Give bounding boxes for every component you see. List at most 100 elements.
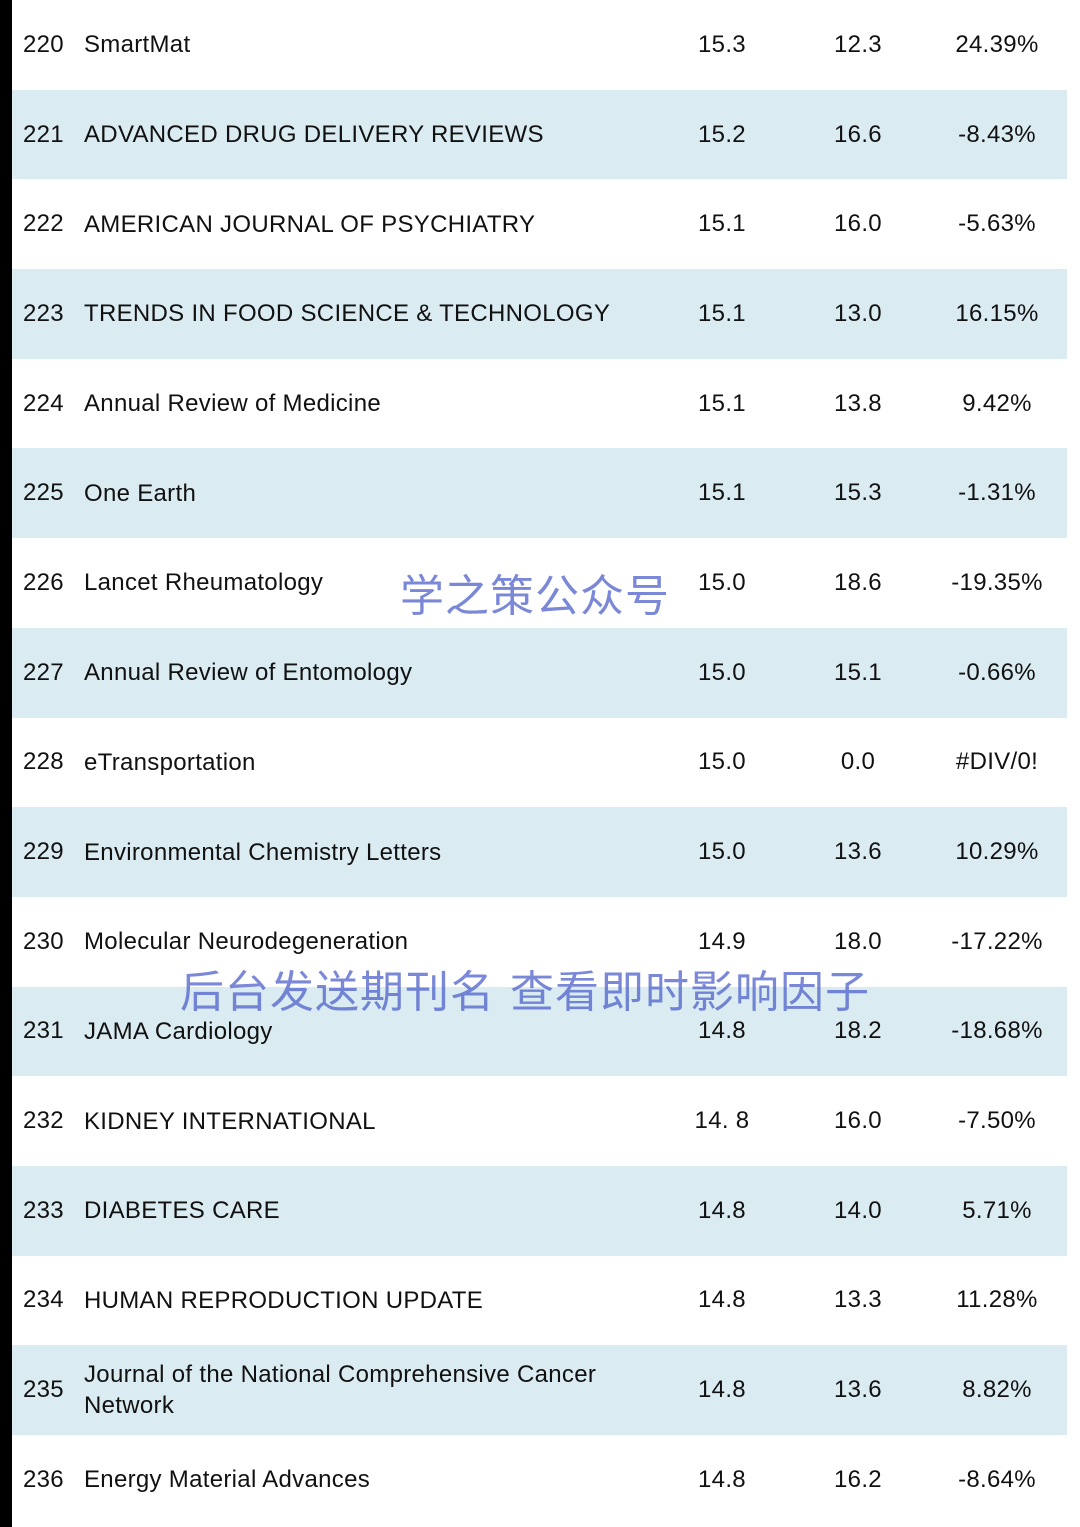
change-percent-cell: 24.39%: [955, 30, 1039, 58]
impact-factor-previous-cell: 16.0: [834, 210, 882, 238]
journal-name-cell: SmartMat: [84, 31, 191, 59]
impact-factor-previous-cell: 13.6: [834, 1376, 882, 1404]
change-percent-cell: -8.64%: [958, 1465, 1036, 1493]
impact-factor-current-cell: 15.1: [698, 479, 746, 507]
impact-factor-current-cell: 15.0: [698, 568, 746, 596]
table-row: 220 SmartMat 15.3 12.3 24.39%: [12, 0, 1067, 90]
rank-cell: 223: [23, 299, 64, 327]
impact-factor-current-cell: 14.8: [698, 1465, 746, 1493]
rank-cell: 228: [23, 748, 64, 776]
impact-factor-current-cell: 15.1: [698, 299, 746, 327]
journal-name-cell: Environmental Chemistry Letters: [84, 838, 442, 866]
table-row: 226 Lancet Rheumatology 15.0 18.6 -19.35…: [12, 538, 1067, 628]
journal-name-cell: JAMA Cardiology: [84, 1017, 273, 1045]
impact-factor-current-cell: 15.3: [698, 30, 746, 58]
change-percent-cell: -0.66%: [958, 658, 1036, 686]
journal-name-cell: Journal of the National Comprehensive Ca…: [84, 1361, 597, 1420]
impact-factor-previous-cell: 15.3: [834, 479, 882, 507]
journal-name-cell: HUMAN REPRODUCTION UPDATE: [84, 1286, 484, 1314]
impact-factor-previous-cell: 15.1: [834, 658, 882, 686]
impact-factor-previous-cell: 13.8: [834, 389, 882, 417]
rank-cell: 230: [23, 927, 64, 955]
impact-factor-current-cell: 15.2: [698, 120, 746, 148]
journal-name-cell: eTransportation: [84, 748, 256, 776]
table-row: 223 TRENDS IN FOOD SCIENCE & TECHNOLOGY …: [12, 269, 1067, 359]
table-row: 221 ADVANCED DRUG DELIVERY REVIEWS 15.2 …: [12, 89, 1067, 180]
impact-factor-current-cell: 14.8: [698, 1376, 746, 1404]
rank-cell: 220: [23, 30, 64, 58]
rank-cell: 232: [23, 1107, 64, 1135]
change-percent-cell: 10.29%: [955, 838, 1039, 866]
rank-cell: 233: [23, 1196, 64, 1224]
change-percent-cell: -17.22%: [951, 927, 1043, 955]
journal-name-cell: Lancet Rheumatology: [84, 569, 324, 597]
table-row: 225 One Earth 15.1 15.3 -1.31%: [12, 448, 1067, 539]
rank-cell: 221: [23, 120, 64, 148]
table-row: 235 Journal of the National Comprehensiv…: [12, 1345, 1067, 1435]
change-percent-cell: 8.82%: [962, 1376, 1032, 1404]
impact-factor-previous-cell: 12.3: [834, 30, 882, 58]
table-row: 230 Molecular Neurodegeneration 14.9 18.…: [12, 897, 1067, 987]
change-percent-cell: -1.31%: [958, 479, 1036, 507]
change-percent-cell: -8.43%: [958, 120, 1036, 148]
impact-factor-previous-cell: 14.0: [834, 1196, 882, 1224]
journal-name-cell: TRENDS IN FOOD SCIENCE & TECHNOLOGY: [84, 300, 611, 328]
table-row: 233 DIABETES CARE 14.8 14.0 5.71%: [12, 1165, 1067, 1256]
rank-cell: 229: [23, 838, 64, 866]
impact-factor-previous-cell: 16.0: [834, 1107, 882, 1135]
rank-cell: 236: [23, 1465, 64, 1493]
change-percent-cell: #DIV/0!: [955, 748, 1039, 776]
table-row: 231 JAMA Cardiology 14.8 18.2 -18.68%: [12, 986, 1067, 1077]
rank-cell: 224: [23, 389, 64, 417]
journal-name-cell: DIABETES CARE: [84, 1197, 280, 1225]
impact-factor-previous-cell: 16.6: [834, 120, 882, 148]
impact-factor-previous-cell: 13.0: [834, 299, 882, 327]
change-percent-cell: -5.63%: [958, 210, 1036, 238]
impact-factor-previous-cell: 16.2: [834, 1465, 882, 1493]
impact-factor-previous-cell: 18.2: [834, 1017, 882, 1045]
journal-name-cell: Energy Material Advances: [84, 1466, 371, 1494]
journal-name-cell: Annual Review of Medicine: [84, 390, 381, 418]
journal-name-cell: Annual Review of Entomology: [84, 659, 413, 687]
left-border: [0, 0, 12, 1527]
change-percent-cell: 9.42%: [962, 389, 1032, 417]
impact-factor-previous-cell: 0.0: [840, 748, 876, 776]
journal-name-cell: One Earth: [84, 479, 197, 507]
journal-table: 220 SmartMat 15.3 12.3 24.39% 221 ADVANC…: [12, 0, 1067, 1525]
change-percent-cell: 16.15%: [955, 299, 1039, 327]
table-row: 228 eTransportation 15.0 0.0 #DIV/0!: [12, 718, 1067, 808]
impact-factor-previous-cell: 18.6: [834, 568, 882, 596]
rank-cell: 231: [23, 1017, 64, 1045]
table-row: 222 AMERICAN JOURNAL OF PSYCHIATRY 15.1 …: [12, 179, 1067, 269]
impact-factor-previous-cell: 13.3: [834, 1286, 882, 1314]
journal-name-cell: Molecular Neurodegeneration: [84, 928, 409, 956]
rank-cell: 225: [23, 479, 64, 507]
impact-factor-current-cell: 14.9: [698, 927, 746, 955]
rank-cell: 235: [23, 1376, 64, 1404]
impact-factor-previous-cell: 13.6: [834, 838, 882, 866]
impact-factor-current-cell: 14.8: [698, 1286, 746, 1314]
table-row: 234 HUMAN REPRODUCTION UPDATE 14.8 13.3 …: [12, 1256, 1067, 1346]
table-row: 232 KIDNEY INTERNATIONAL 14. 8 16.0 -7.5…: [12, 1076, 1067, 1166]
change-percent-cell: 11.28%: [956, 1286, 1038, 1314]
impact-factor-current-cell: 14. 8: [694, 1107, 750, 1135]
rank-cell: 226: [23, 568, 64, 596]
impact-factor-current-cell: 15.1: [698, 389, 746, 417]
impact-factor-current-cell: 15.0: [698, 658, 746, 686]
impact-factor-current-cell: 15.0: [698, 748, 746, 776]
impact-factor-current-cell: 15.0: [698, 838, 746, 866]
table-row: 227 Annual Review of Entomology 15.0 15.…: [12, 627, 1067, 718]
table-row: 229 Environmental Chemistry Letters 15.0…: [12, 807, 1067, 897]
change-percent-cell: -18.68%: [951, 1017, 1043, 1045]
change-percent-cell: -19.35%: [951, 568, 1043, 596]
impact-factor-current-cell: 14.8: [698, 1196, 746, 1224]
rank-cell: 234: [23, 1286, 64, 1314]
impact-factor-current-cell: 15.1: [698, 210, 746, 238]
rank-cell: 227: [23, 658, 64, 686]
impact-factor-current-cell: 14.8: [698, 1017, 746, 1045]
journal-name-cell: AMERICAN JOURNAL OF PSYCHIATRY: [84, 210, 536, 238]
rank-cell: 222: [23, 210, 64, 238]
change-percent-cell: -7.50%: [958, 1107, 1036, 1135]
change-percent-cell: 5.71%: [962, 1196, 1032, 1224]
impact-factor-previous-cell: 18.0: [834, 927, 882, 955]
